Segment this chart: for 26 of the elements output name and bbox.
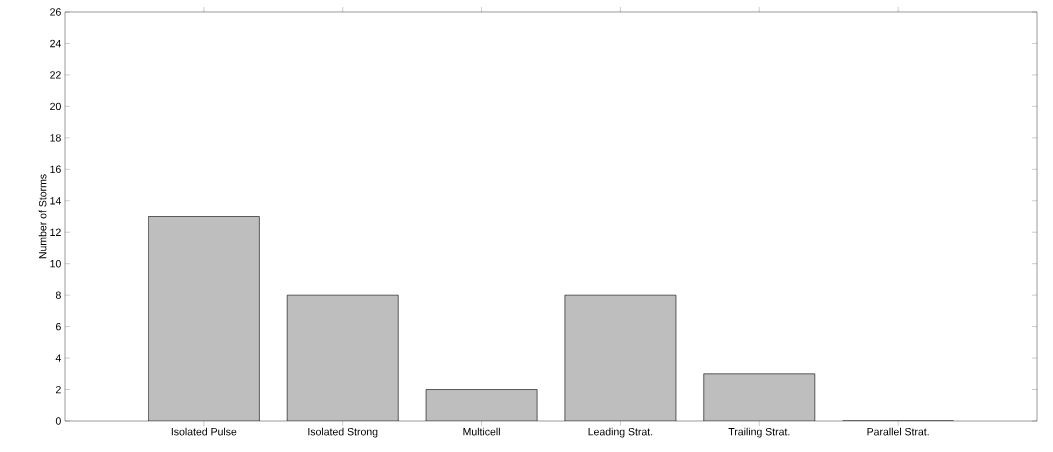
- x-tick-label: Leading Strat.: [588, 427, 653, 438]
- y-tick-label: 8: [55, 291, 61, 299]
- bar: [703, 373, 816, 421]
- y-tick-label: 20: [50, 102, 61, 111]
- x-tick-label: Trailing Strat.: [728, 427, 790, 438]
- bar: [148, 216, 260, 421]
- y-tick-label: 12: [50, 228, 61, 236]
- y-tick-label: 14: [50, 197, 61, 205]
- y-tick-label: 22: [50, 71, 61, 79]
- y-tick-label: 26: [50, 8, 61, 16]
- x-tick-label: Isolated Strong: [308, 427, 378, 438]
- y-tick-label: 24: [50, 39, 61, 48]
- x-tick-label: Multicell: [463, 427, 500, 436]
- x-tick-label: Parallel Strat.: [867, 427, 929, 436]
- bar: [564, 294, 677, 421]
- x-tick-label: Isolated Pulse: [171, 427, 237, 436]
- bar: [286, 294, 399, 421]
- y-tick-label: 4: [55, 354, 61, 362]
- y-tick-label: 16: [50, 165, 61, 174]
- y-tick-label: 0: [55, 417, 61, 425]
- y-tick-label: 6: [55, 322, 61, 331]
- y-tick-label: 2: [55, 385, 61, 394]
- y-tick-label: 18: [50, 134, 61, 142]
- y-tick-label: 10: [50, 259, 61, 268]
- y-axis-title: Number of Storms: [38, 174, 47, 259]
- bar: [426, 389, 538, 421]
